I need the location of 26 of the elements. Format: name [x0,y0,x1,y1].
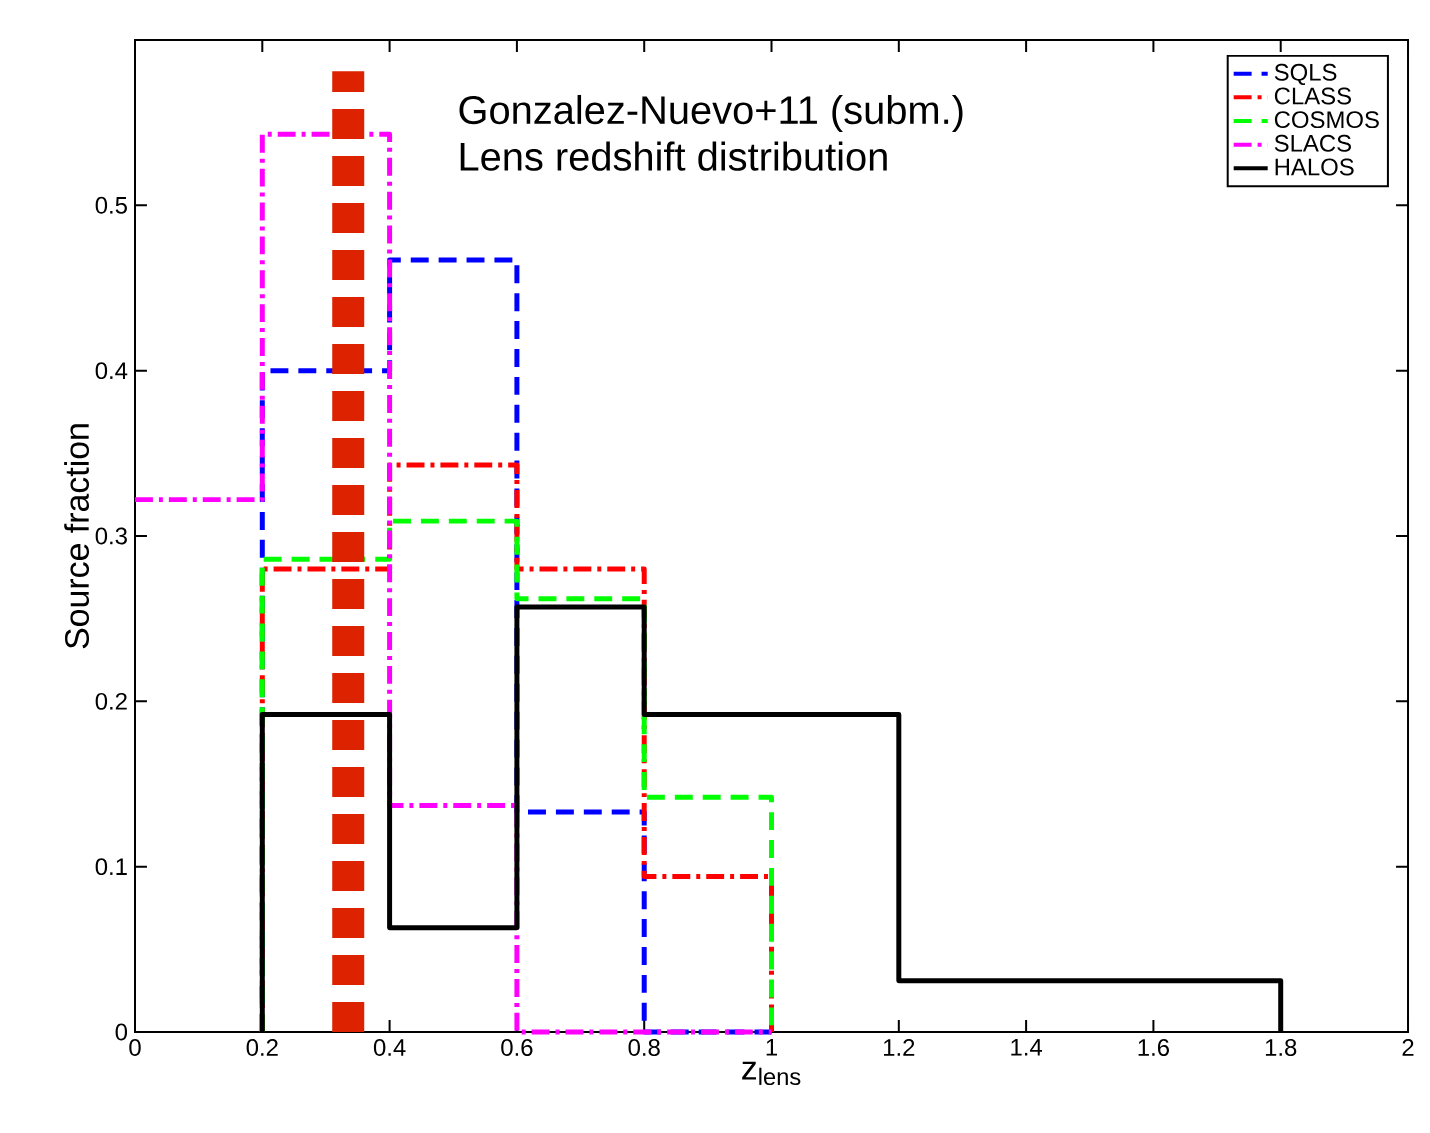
x-tick-label: 1 [766,1039,777,1056]
y-tick-label: 0.3 [95,527,127,545]
legend-label: HALOS [1275,158,1354,176]
y-tick-label: 0.4 [95,362,128,380]
legend-label: SQLS [1274,63,1337,86]
legend-label: SLACS [1274,134,1351,152]
annotation: Lens redshift distribution [460,141,887,171]
y-tick-label: 0.2 [95,692,127,710]
legend-label: CLASS [1274,87,1351,105]
x-tick-label: 1.2 [884,1039,915,1056]
legend-label: COSMOS [1274,111,1379,129]
x-tick-label: 0.4 [373,1039,406,1056]
y-tick-label: 0.5 [95,196,127,214]
x-tick-label: 1.6 [1138,1039,1169,1056]
annotation: Gonzalez-Nuevo+11 (subm.) [459,94,963,133]
y-tick-label: 0.1 [95,858,127,876]
x-tick-label: 0.6 [501,1039,533,1056]
x-tick-label: 2 [1402,1039,1414,1056]
y-tick-label: 0 [115,1023,128,1041]
y-axis-title: Source fraction [64,424,90,649]
x-tick-label: 1.8 [1265,1039,1297,1056]
x-tick-label: 1.4 [1011,1039,1043,1056]
x-tick-label: 0.2 [246,1039,278,1056]
x-tick-label: 0 [129,1039,141,1056]
x-axis-title: z$_{lens}$ [742,1061,801,1086]
x-tick-label: 0.8 [628,1039,660,1056]
